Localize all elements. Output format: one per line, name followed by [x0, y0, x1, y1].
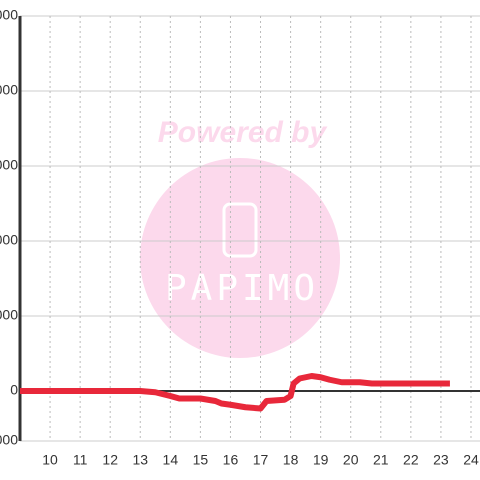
- data-line: [20, 373, 450, 412]
- watermark-circle: [140, 158, 340, 358]
- x-tick-label: 14: [163, 452, 179, 468]
- x-tick-label: 10: [42, 452, 58, 468]
- x-tick-label: 23: [433, 452, 449, 468]
- y-tick-label: 90,000: [0, 157, 18, 173]
- y-tick-label: 120,000: [0, 82, 18, 98]
- x-tick-label: 20: [343, 452, 359, 468]
- watermark-logo: PAPIMO: [165, 268, 319, 309]
- y-tick-label: 60,000: [0, 232, 18, 248]
- watermark-text: Powered by: [158, 116, 328, 149]
- y-tick-label: 30,000: [0, 307, 18, 323]
- y-tick-label: -20,000: [0, 432, 18, 448]
- x-tick-label: 24: [463, 452, 479, 468]
- x-tick-label: 21: [373, 452, 389, 468]
- x-tick-label: 15: [193, 452, 209, 468]
- x-tick-label: 22: [403, 452, 419, 468]
- x-tick-label: 18: [283, 452, 299, 468]
- x-tick-label: 11: [73, 452, 88, 468]
- y-tick-label: 150,000: [0, 7, 18, 23]
- x-tick-label: 19: [313, 452, 329, 468]
- x-tick-label: 17: [253, 452, 269, 468]
- x-tick-label: 12: [102, 452, 118, 468]
- watermark-phone: [222, 202, 258, 258]
- y-tick-label: 0: [10, 382, 18, 398]
- x-tick-label: 16: [223, 452, 239, 468]
- x-tick-label: 13: [132, 452, 148, 468]
